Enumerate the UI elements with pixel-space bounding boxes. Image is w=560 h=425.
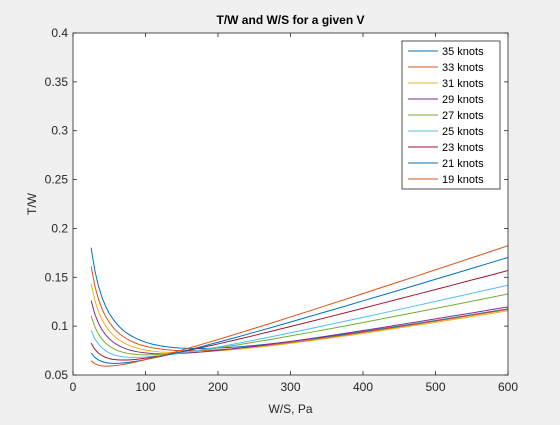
x-tick-label: 400 xyxy=(353,380,373,394)
legend-item: 23 knots xyxy=(408,142,484,154)
y-tick-label: 0.3 xyxy=(51,124,68,138)
y-tick-label: 0.15 xyxy=(45,270,69,284)
y-tick-label: 0.05 xyxy=(45,368,69,382)
legend-item: 21 knots xyxy=(408,158,484,170)
series-line-3 xyxy=(90,300,508,355)
x-tick-label: 200 xyxy=(208,380,228,394)
y-axis-label: T/W xyxy=(25,192,39,215)
legend-label: 23 knots xyxy=(442,142,484,154)
legend-label: 33 knots xyxy=(442,62,484,74)
legend-items: 35 knots 33 knots 31 knots 29 knots 27 knots… xyxy=(408,46,484,186)
x-axis-label: W/S, Pa xyxy=(268,402,312,416)
legend-item: 19 knots xyxy=(408,174,484,186)
legend-label: 25 knots xyxy=(442,126,484,138)
series-line-7 xyxy=(90,256,508,364)
tick-layer: 0 100 200 300 400 500 600 0.05 0.1 0.15 0.2 0.25 0.3… xyxy=(45,26,519,394)
x-tick-label: 0 xyxy=(70,380,77,394)
legend-label: 35 knots xyxy=(442,46,484,58)
legend-item: 27 knots xyxy=(408,110,484,122)
chart-title: T/W and W/S for a given V xyxy=(216,13,364,27)
y-tick-label: 0.25 xyxy=(45,173,69,187)
legend-label: 27 knots xyxy=(442,110,484,122)
x-tick-label: 300 xyxy=(280,380,300,394)
x-tick-label: 100 xyxy=(135,380,155,394)
legend-label: 29 knots xyxy=(442,94,484,106)
legend-item: 25 knots xyxy=(408,126,484,138)
series-line-8 xyxy=(90,245,508,367)
legend-label: 19 knots xyxy=(442,174,484,186)
legend-item: 31 knots xyxy=(408,78,484,90)
legend-label: 21 knots xyxy=(442,158,484,170)
y-tick-label: 0.4 xyxy=(51,26,68,40)
y-tick-label: 0.1 xyxy=(51,319,68,333)
y-tick-label: 0.2 xyxy=(51,221,68,235)
series-layer xyxy=(90,245,508,367)
x-tick-label: 500 xyxy=(425,380,445,394)
series-line-0 xyxy=(90,247,508,350)
legend: 35 knots 33 knots 31 knots 29 knots 27 knots… xyxy=(401,40,501,190)
y-tick-label: 0.35 xyxy=(45,75,69,89)
x-tick-label: 600 xyxy=(498,380,518,394)
legend-item: 33 knots xyxy=(408,62,484,74)
legend-label: 31 knots xyxy=(442,78,484,90)
legend-item: 35 knots xyxy=(408,46,484,58)
series-line-5 xyxy=(90,284,508,358)
legend-item: 29 knots xyxy=(408,94,484,106)
